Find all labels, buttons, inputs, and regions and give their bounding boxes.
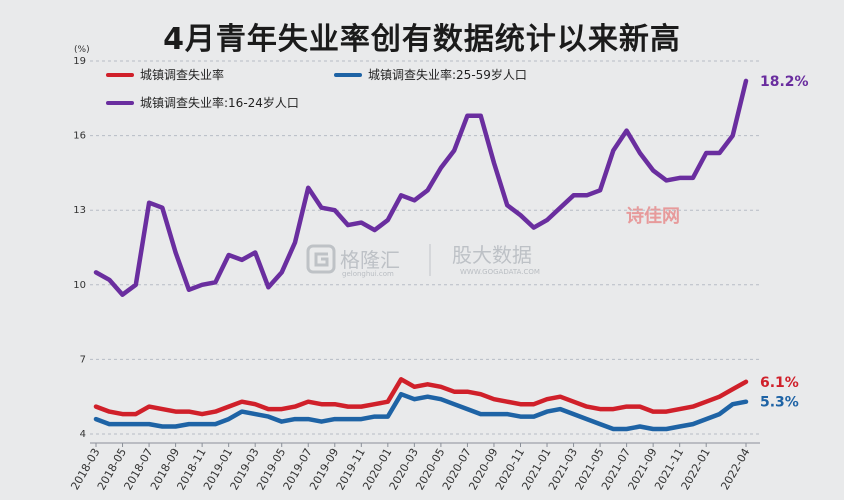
x-tick-label: 2022-04	[718, 446, 752, 492]
series-line	[93, 391, 749, 432]
end-value-label: 5.3%	[760, 395, 799, 411]
legend-entry: 城镇调查失业率	[140, 67, 224, 82]
y-unit-label: (%)	[74, 45, 90, 55]
y-tick-label: 19	[73, 56, 86, 67]
legend-entry: 城镇调查失业率:25-59岁人口	[368, 67, 527, 82]
y-tick-label: 13	[73, 205, 86, 216]
end-value-label: 18.2%	[760, 74, 809, 90]
logo-g-icon	[306, 244, 336, 274]
y-tick-label: 10	[73, 280, 86, 291]
brand-watermark: 格隆汇 gelonghui.com	[306, 244, 400, 278]
partner-watermark: 股大数据 WWW.GOGADATA.COM	[429, 243, 540, 276]
series-line	[93, 78, 749, 297]
site-watermark: 诗佳网	[626, 205, 680, 227]
y-tick-label: 4	[80, 429, 86, 440]
y-tick-label: 16	[73, 131, 86, 142]
partner-watermark-sub: WWW.GOGADATA.COM	[460, 268, 540, 276]
chart-title: 4月青年失业率创有数据统计以来新高	[163, 22, 681, 57]
partner-watermark-text: 股大数据	[452, 243, 532, 267]
end-value-label: 6.1%	[760, 375, 799, 391]
brand-watermark-sub: gelonghui.com	[342, 270, 394, 278]
series-line	[93, 377, 749, 417]
y-tick-label: 7	[80, 354, 86, 365]
legend-entry: 城镇调查失业率:16-24岁人口	[140, 95, 299, 110]
brand-watermark-text: 格隆汇	[340, 248, 400, 272]
